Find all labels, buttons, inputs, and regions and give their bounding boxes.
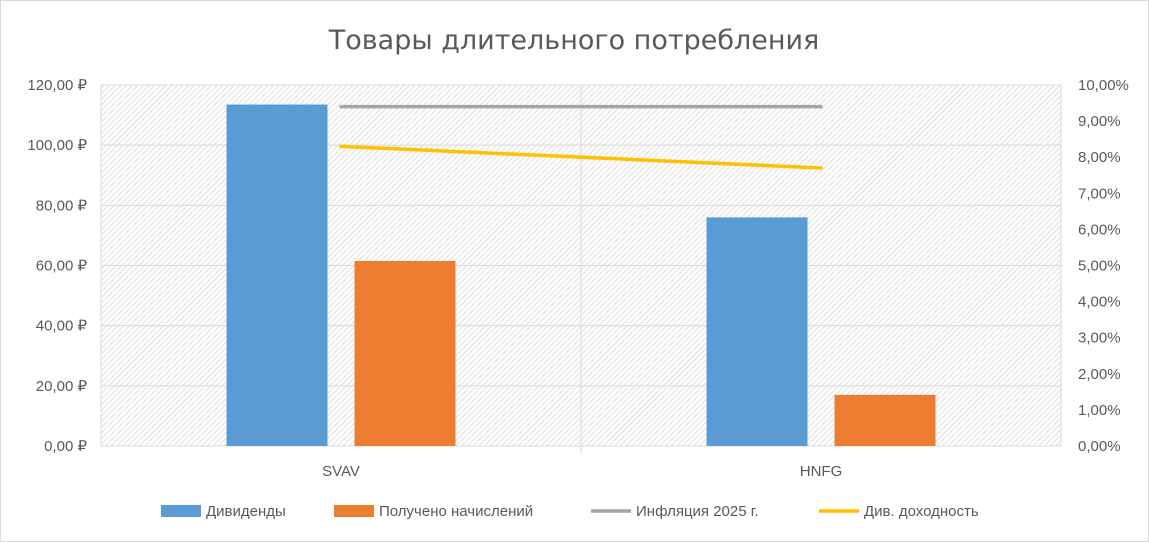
legend-swatch [161, 505, 201, 517]
y-left-tick-label: 0,00 ₽ [44, 438, 87, 455]
legend: Дивиденды Получено начислений Инфляция 202… [161, 503, 979, 520]
chart-title: Товары длительного потребления [328, 25, 820, 56]
x-tick-label: HNFG [800, 463, 843, 480]
y-right-tick-label: 4,00% [1078, 294, 1121, 311]
y-right-tick-label: 3,00% [1078, 330, 1121, 347]
y-left-tick-label: 80,00 ₽ [36, 197, 88, 214]
y-left-tick-label: 100,00 ₽ [27, 137, 87, 154]
y-right-tick-label: 7,00% [1078, 185, 1121, 202]
y-left-tick-label: 20,00 ₽ [36, 378, 88, 395]
y-right-tick-label: 0,00% [1078, 438, 1121, 455]
bar [834, 394, 936, 446]
y-right-tick-label: 6,00% [1078, 221, 1121, 238]
y-left-tick-label: 40,00 ₽ [36, 318, 88, 335]
bar [706, 217, 808, 446]
legend-label: Дивиденды [206, 503, 286, 520]
y-right-tick-label: 9,00% [1078, 113, 1121, 130]
y-right-tick-label: 2,00% [1078, 366, 1121, 383]
y-right-tick-label: 1,00% [1078, 402, 1121, 419]
legend-swatch [334, 505, 374, 517]
legend-label: Получено начислений [379, 503, 533, 520]
y-left-tick-label: 120,00 ₽ [27, 77, 87, 94]
y-right-tick-label: 5,00% [1078, 258, 1121, 275]
bar [226, 104, 328, 446]
y-left-tick-label: 60,00 ₽ [36, 258, 88, 275]
bar [354, 260, 456, 446]
x-tick-label: SVAV [322, 463, 360, 480]
y-right-tick-label: 10,00% [1078, 77, 1129, 94]
y-right-tick-label: 8,00% [1078, 149, 1121, 166]
series-line [339, 144, 823, 170]
legend-label: Инфляция 2025 г. [636, 503, 759, 520]
legend-label: Див. доходность [864, 503, 979, 520]
